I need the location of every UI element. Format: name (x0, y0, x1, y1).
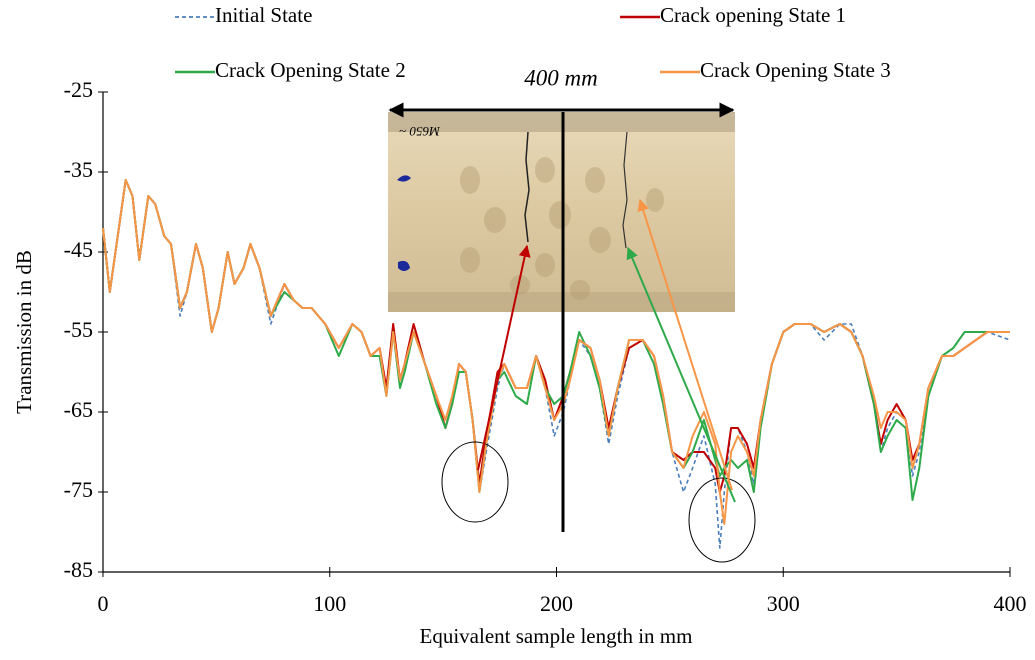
y-tick-label: -55 (64, 317, 93, 342)
photo-writing: M650 ~ (399, 124, 441, 139)
crack (622, 131, 628, 249)
legend-label: Crack opening State 1 (660, 3, 846, 27)
legend-label: Crack Opening State 2 (215, 58, 406, 82)
annotation: 400 mm (524, 65, 597, 90)
marker-label (398, 260, 410, 271)
x-tick-label: 100 (313, 591, 346, 616)
highlight-circle (688, 477, 756, 563)
legend-label: Initial State (215, 3, 312, 27)
x-tick-label: 400 (994, 591, 1027, 616)
x-tick-label: 300 (767, 591, 800, 616)
pointer-arrow (626, 246, 736, 503)
x-tick-label: 200 (540, 591, 573, 616)
crack (524, 131, 530, 243)
pointer-arrow (637, 198, 733, 491)
y-tick-label: -75 (64, 477, 93, 502)
y-axis-label: Transmission in dB (12, 250, 36, 414)
legend-label: Crack Opening State 3 (700, 58, 891, 82)
y-tick-label: -25 (64, 77, 93, 102)
y-tick-label: -35 (64, 157, 93, 182)
x-tick-label: 0 (98, 591, 109, 616)
plot-area (98, 91, 1011, 577)
x-axis-label: Equivalent sample length in mm (420, 624, 693, 648)
y-tick-label: -85 (64, 557, 93, 582)
photo-texture (460, 157, 664, 300)
pointer-arrow (477, 244, 531, 471)
highlight-circle (441, 441, 509, 523)
y-tick-label: -65 (64, 397, 93, 422)
y-tick-label: -45 (64, 237, 93, 262)
marker-label (397, 175, 411, 182)
series-line (102, 179, 1010, 525)
